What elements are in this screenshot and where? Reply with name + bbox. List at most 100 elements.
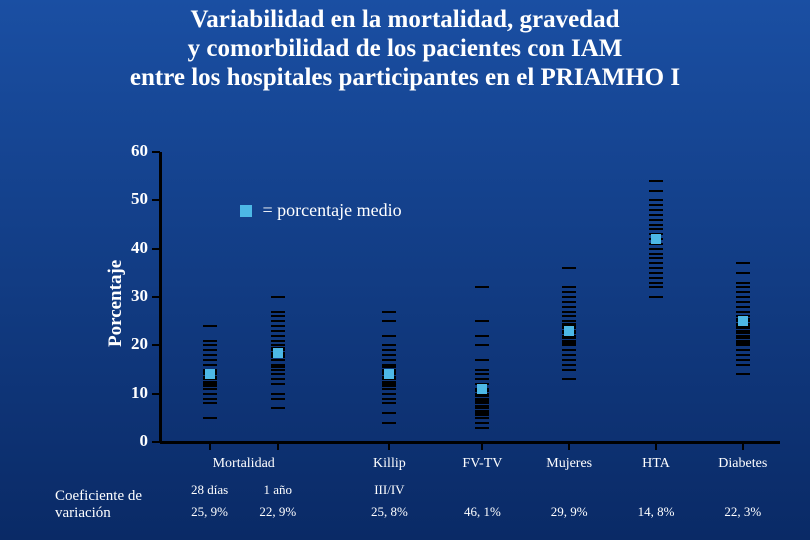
y-tick-label: 50 xyxy=(120,189,148,209)
data-point xyxy=(736,342,750,344)
data-point xyxy=(382,393,396,395)
y-tick xyxy=(152,344,160,346)
data-point xyxy=(649,228,663,230)
y-tick-label: 60 xyxy=(120,141,148,161)
data-point xyxy=(736,332,750,334)
coef-value: 14, 8% xyxy=(638,504,675,520)
data-point xyxy=(649,272,663,274)
data-point xyxy=(271,320,285,322)
subcategory-label: III/IV xyxy=(374,482,404,498)
data-point xyxy=(475,286,489,288)
data-point xyxy=(475,335,489,337)
data-point xyxy=(736,296,750,298)
coef-value: 46, 1% xyxy=(464,504,501,520)
data-point xyxy=(562,320,576,322)
data-point xyxy=(382,383,396,385)
y-tick xyxy=(152,296,160,298)
data-point xyxy=(271,344,285,346)
data-point xyxy=(271,366,285,368)
data-point xyxy=(562,344,576,346)
data-point xyxy=(382,385,396,387)
data-point xyxy=(382,354,396,356)
x-tick xyxy=(655,442,657,450)
data-point xyxy=(203,385,217,387)
data-point xyxy=(271,407,285,409)
data-point xyxy=(475,378,489,380)
coef-value: 25, 8% xyxy=(371,504,408,520)
mean-marker-icon xyxy=(273,348,283,358)
slide: Variabilidad en la mortalidad, gravedad … xyxy=(0,0,810,540)
y-tick-label: 0 xyxy=(120,431,148,451)
category-label: Mujeres xyxy=(546,456,592,472)
data-point xyxy=(203,349,217,351)
data-point xyxy=(203,381,217,383)
data-point xyxy=(203,364,217,366)
data-point xyxy=(475,359,489,361)
data-point xyxy=(562,349,576,351)
data-point xyxy=(203,398,217,400)
data-point xyxy=(271,335,285,337)
data-point xyxy=(649,282,663,284)
data-point xyxy=(736,330,750,332)
data-point xyxy=(649,248,663,250)
x-tick xyxy=(568,442,570,450)
data-point xyxy=(736,301,750,303)
data-point xyxy=(271,359,285,361)
data-point xyxy=(649,204,663,206)
subcategory-label: 28 días xyxy=(191,482,228,498)
data-point xyxy=(271,325,285,327)
x-axis xyxy=(160,441,780,444)
data-point xyxy=(562,267,576,269)
y-tick-label: 10 xyxy=(120,383,148,403)
data-point xyxy=(475,369,489,371)
data-point xyxy=(271,369,285,371)
data-point xyxy=(649,296,663,298)
category-label: Mortalidad xyxy=(213,456,275,472)
data-point xyxy=(271,383,285,385)
data-point xyxy=(562,369,576,371)
data-point xyxy=(382,311,396,313)
data-point xyxy=(562,315,576,317)
data-point xyxy=(562,340,576,342)
data-point xyxy=(271,373,285,375)
category-label: FV-TV xyxy=(462,456,502,472)
data-point xyxy=(271,340,285,342)
data-point xyxy=(649,257,663,259)
data-point xyxy=(475,402,489,404)
data-point xyxy=(382,366,396,368)
legend: = porcentaje medio xyxy=(240,200,402,221)
coef-value: 25, 9% xyxy=(191,504,228,520)
data-point xyxy=(649,253,663,255)
data-point xyxy=(203,383,217,385)
mean-marker-icon xyxy=(651,234,661,244)
data-point xyxy=(649,277,663,279)
mean-marker-icon xyxy=(564,326,574,336)
data-point xyxy=(382,335,396,337)
data-point xyxy=(649,219,663,221)
data-point xyxy=(203,402,217,404)
data-point xyxy=(382,381,396,383)
y-tick-label: 40 xyxy=(120,238,148,258)
y-axis-title: Porcentaje xyxy=(105,260,127,347)
coef-value: 22, 3% xyxy=(724,504,761,520)
y-tick xyxy=(152,199,160,201)
data-point xyxy=(475,373,489,375)
data-point xyxy=(649,209,663,211)
data-point xyxy=(475,410,489,412)
data-point xyxy=(649,180,663,182)
data-point xyxy=(736,335,750,337)
data-point xyxy=(271,311,285,313)
data-point xyxy=(203,354,217,356)
data-point xyxy=(475,412,489,414)
data-point xyxy=(736,373,750,375)
subcategory-label: 1 año xyxy=(264,482,293,498)
data-point xyxy=(382,344,396,346)
data-point xyxy=(271,393,285,395)
data-point xyxy=(203,393,217,395)
data-point xyxy=(475,400,489,402)
data-point xyxy=(736,354,750,356)
data-point xyxy=(562,306,576,308)
category-label: Killip xyxy=(373,456,406,472)
data-point xyxy=(649,224,663,226)
coef-value: 29, 9% xyxy=(551,504,588,520)
